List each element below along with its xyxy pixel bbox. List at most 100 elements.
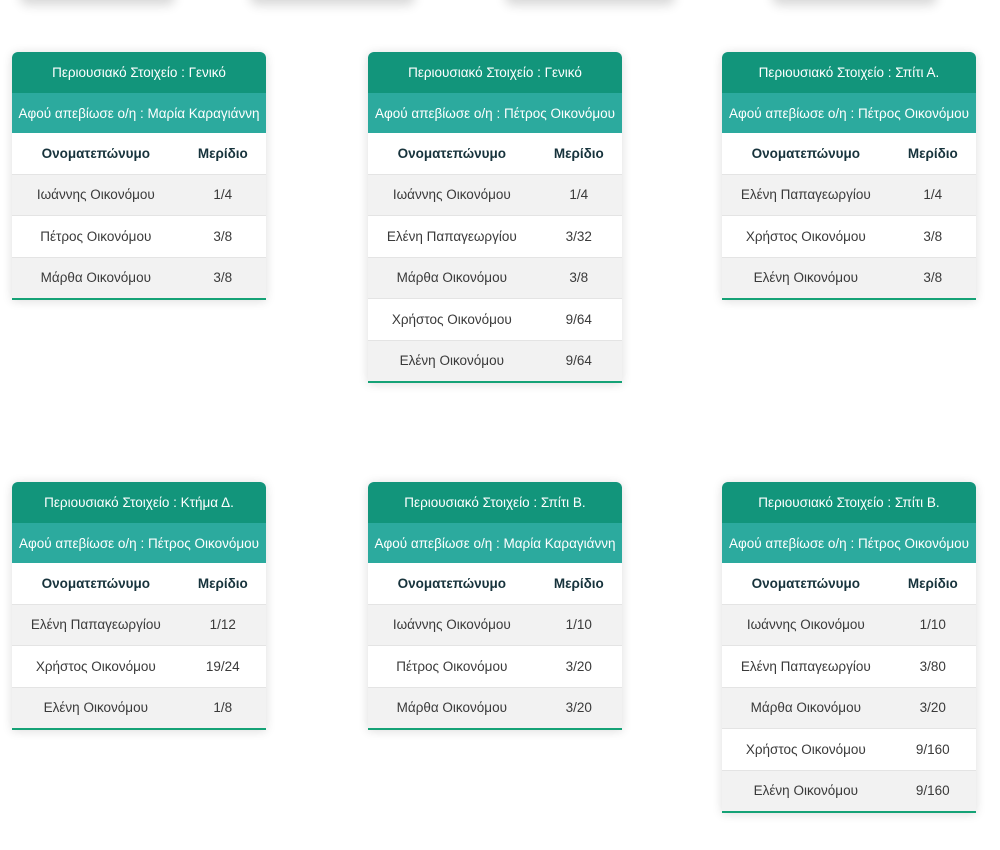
deceased-subtitle: Αφού απεβίωσε ο/η : Πέτρος Οικονόμου	[722, 523, 976, 563]
share-value-cell: 3/80	[919, 658, 946, 674]
share-value-cell: 3/32	[565, 228, 592, 244]
heir-name-cell: Ελένη Παπαγεωργίου	[740, 187, 871, 203]
table-header-row: Ονοματεπώνυμο Μερίδιο	[722, 563, 976, 604]
heir-name-cell: Χρήστος Οικονόμου	[745, 741, 866, 757]
heir-name-cell: Πέτρος Οικονόμου	[396, 658, 508, 674]
column-header-share: Μερίδιο	[907, 575, 958, 591]
heir-name-cell: Μάρθα Οικονόμου	[396, 270, 507, 286]
column-header-name: Ονοματεπώνυμο	[397, 575, 507, 591]
table-row: Ελένη Οικονόμου 9/64	[368, 339, 622, 381]
table-row: Ελένη Οικονόμου 3/8	[722, 256, 976, 298]
heir-name-cell: Ιωάννης Οικονόμου	[36, 187, 155, 203]
heir-name-cell: Ιωάννης Οικονόμου	[746, 617, 865, 633]
heir-name-cell: Ελένη Οικονόμου	[753, 270, 858, 286]
heir-name-cell: Ελένη Παπαγεωργίου	[740, 658, 871, 674]
asset-title: Περιουσιακό Στοιχείο : Γενικό	[12, 52, 266, 93]
heir-name-cell: Χρήστος Οικονόμου	[391, 311, 512, 327]
share-value-cell: 19/24	[205, 658, 240, 674]
share-value-cell: 3/8	[569, 270, 589, 286]
deceased-subtitle: Αφού απεβίωσε ο/η : Πέτρος Οικονόμου	[368, 93, 622, 133]
table-body: Ιωάννης Οικονόμου 1/10 Πέτρος Οικονόμου …	[368, 603, 622, 728]
share-value-cell: 1/4	[213, 187, 233, 203]
share-value-cell: 3/8	[213, 270, 233, 286]
table-row: Ελένη Παπαγεωργίου 1/4	[722, 173, 976, 215]
heir-name-cell: Ελένη Παπαγεωργίου	[386, 228, 517, 244]
table-body: Ελένη Παπαγεωργίου 1/12 Χρήστος Οικονόμο…	[12, 603, 266, 728]
table-body: Ελένη Παπαγεωργίου 1/4 Χρήστος Οικονόμου…	[722, 173, 976, 298]
table-header-row: Ονοματεπώνυμο Μερίδιο	[722, 133, 976, 174]
column-header-share: Μερίδιο	[553, 145, 604, 161]
heir-name-cell: Ιωάννης Οικονόμου	[392, 187, 511, 203]
asset-table-card: Περιουσιακό Στοιχείο : Σπίτι Α. Αφού απε…	[722, 52, 976, 300]
heir-name-cell: Μάρθα Οικονόμου	[396, 700, 507, 716]
asset-title: Περιουσιακό Στοιχείο : Κτήμα Δ.	[12, 482, 266, 523]
table-header-row: Ονοματεπώνυμο Μερίδιο	[12, 133, 266, 174]
heir-name-cell: Χρήστος Οικονόμου	[35, 658, 156, 674]
table-row: Μάρθα Οικονόμου 3/20	[722, 686, 976, 728]
column-header-name: Ονοματεπώνυμο	[751, 575, 861, 591]
column-header-share: Μερίδιο	[553, 575, 604, 591]
share-value-cell: 3/8	[923, 270, 943, 286]
asset-table-card: Περιουσιακό Στοιχείο : Γενικό Αφού απεβί…	[12, 52, 266, 300]
table-body: Ιωάννης Οικονόμου 1/4 Πέτρος Οικονόμου 3…	[12, 173, 266, 298]
table-row: Μάρθα Οικονόμου 3/8	[12, 256, 266, 298]
share-value-cell: 9/64	[565, 311, 592, 327]
table-row: Ιωάννης Οικονόμου 1/10	[722, 603, 976, 645]
share-value-cell: 9/160	[915, 741, 950, 757]
heir-name-cell: Ελένη Παπαγεωργίου	[30, 617, 161, 633]
table-row: Ελένη Οικονόμου 9/160	[722, 769, 976, 811]
share-value-cell: 3/8	[923, 228, 943, 244]
share-value-cell: 1/10	[919, 617, 946, 633]
table-row: Ιωάννης Οικονόμου 1/4	[12, 173, 266, 215]
deceased-subtitle: Αφού απεβίωσε ο/η : Μαρία Καραγιάννη	[12, 93, 266, 133]
share-value-cell: 9/160	[915, 783, 950, 799]
deceased-subtitle: Αφού απεβίωσε ο/η : Πέτρος Οικονόμου	[12, 523, 266, 563]
table-row: Χρήστος Οικονόμου 9/64	[368, 298, 622, 340]
column-header-name: Ονοματεπώνυμο	[41, 145, 151, 161]
table-header-row: Ονοματεπώνυμο Μερίδιο	[368, 563, 622, 604]
table-row: Πέτρος Οικονόμου 3/8	[12, 215, 266, 257]
heir-name-cell: Μάρθα Οικονόμου	[750, 700, 861, 716]
share-value-cell: 3/20	[565, 658, 592, 674]
heir-name-cell: Ελένη Οικονόμου	[399, 353, 504, 369]
column-header-share: Μερίδιο	[197, 575, 248, 591]
table-row: Ιωάννης Οικονόμου 1/10	[368, 603, 622, 645]
table-row: Ελένη Παπαγεωργίου 3/80	[722, 645, 976, 687]
table-row: Χρήστος Οικονόμου 19/24	[12, 645, 266, 687]
table-header-row: Ονοματεπώνυμο Μερίδιο	[368, 133, 622, 174]
heir-name-cell: Ιωάννης Οικονόμου	[392, 617, 511, 633]
asset-table-card: Περιουσιακό Στοιχείο : Σπίτι Β. Αφού απε…	[368, 482, 622, 730]
table-row: Ελένη Οικονόμου 1/8	[12, 686, 266, 728]
deceased-subtitle: Αφού απεβίωσε ο/η : Μαρία Καραγιάννη	[368, 523, 622, 563]
share-value-cell: 1/8	[213, 700, 233, 716]
share-value-cell: 1/4	[569, 187, 589, 203]
asset-table-card: Περιουσιακό Στοιχείο : Σπίτι Β. Αφού απε…	[722, 482, 976, 813]
table-row: Μάρθα Οικονόμου 3/20	[368, 686, 622, 728]
share-value-cell: 3/20	[919, 700, 946, 716]
column-header-share: Μερίδιο	[907, 145, 958, 161]
heir-name-cell: Ελένη Οικονόμου	[43, 700, 148, 716]
column-header-share: Μερίδιο	[197, 145, 248, 161]
table-row: Ιωάννης Οικονόμου 1/4	[368, 173, 622, 215]
share-value-cell: 1/12	[209, 617, 236, 633]
heir-name-cell: Ελένη Οικονόμου	[753, 783, 858, 799]
share-value-cell: 1/4	[923, 187, 943, 203]
asset-title: Περιουσιακό Στοιχείο : Σπίτι Β.	[722, 482, 976, 523]
share-value-cell: 1/10	[565, 617, 592, 633]
table-row: Πέτρος Οικονόμου 3/20	[368, 645, 622, 687]
asset-table-card: Περιουσιακό Στοιχείο : Κτήμα Δ. Αφού απε…	[12, 482, 266, 730]
table-body: Ιωάννης Οικονόμου 1/10 Ελένη Παπαγεωργίο…	[722, 603, 976, 811]
asset-table-card: Περιουσιακό Στοιχείο : Γενικό Αφού απεβί…	[368, 52, 622, 383]
deceased-subtitle: Αφού απεβίωσε ο/η : Πέτρος Οικονόμου	[722, 93, 976, 133]
column-header-name: Ονοματεπώνυμο	[41, 575, 151, 591]
table-row: Ελένη Παπαγεωργίου 3/32	[368, 215, 622, 257]
table-row: Μάρθα Οικονόμου 3/8	[368, 256, 622, 298]
asset-title: Περιουσιακό Στοιχείο : Γενικό	[368, 52, 622, 93]
heir-name-cell: Χρήστος Οικονόμου	[745, 228, 866, 244]
share-value-cell: 3/20	[565, 700, 592, 716]
table-body: Ιωάννης Οικονόμου 1/4 Ελένη Παπαγεωργίου…	[368, 173, 622, 381]
table-header-row: Ονοματεπώνυμο Μερίδιο	[12, 563, 266, 604]
table-row: Χρήστος Οικονόμου 9/160	[722, 728, 976, 770]
table-row: Χρήστος Οικονόμου 3/8	[722, 215, 976, 257]
